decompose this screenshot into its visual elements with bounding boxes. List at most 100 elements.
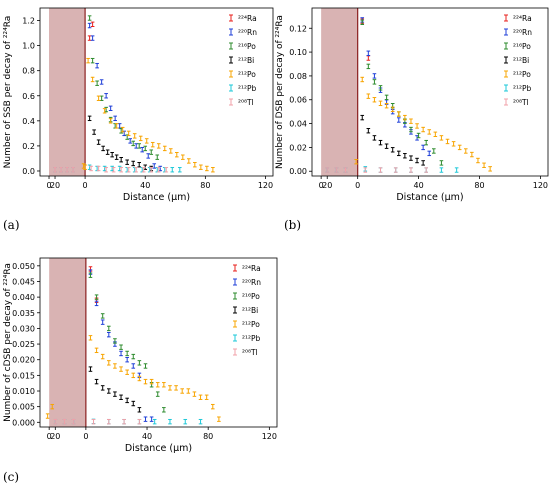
- data-point: [137, 407, 142, 413]
- data-point: [100, 319, 105, 325]
- data-point: [463, 148, 468, 154]
- legend-entry: ²⁰⁸Tl: [233, 348, 258, 357]
- data-point: [137, 418, 142, 425]
- legend-label: ²⁰⁸Tl: [513, 98, 529, 107]
- data-point: [83, 164, 87, 170]
- legend-label: ²¹⁶Po: [242, 292, 260, 301]
- data-point: [378, 139, 383, 146]
- x-axis-label: Distance (μm): [123, 192, 190, 203]
- legend-label: ²¹²Po: [238, 70, 256, 79]
- data-point: [99, 95, 104, 101]
- y-tick-label: 0.08: [289, 72, 307, 81]
- data-point: [94, 300, 99, 307]
- legend-entry: ²¹²Pb: [229, 84, 257, 93]
- data-point: [454, 167, 459, 173]
- data-point: [90, 76, 95, 83]
- data-point: [107, 388, 111, 394]
- series-6: [53, 418, 142, 425]
- data-point: [137, 143, 142, 149]
- data-point: [125, 159, 129, 165]
- data-point: [137, 360, 142, 366]
- data-point: [113, 338, 117, 344]
- data-point: [149, 378, 154, 385]
- x-tick-label: 40: [142, 432, 152, 441]
- legend-entry: ²²⁰Rn: [504, 28, 532, 37]
- legend-label: ²¹⁶Po: [513, 42, 531, 51]
- data-point: [390, 147, 395, 153]
- data-point: [421, 126, 425, 133]
- series-4: [354, 76, 492, 172]
- series-3: [88, 366, 142, 413]
- legend-entry: ²¹²Bi: [233, 306, 258, 315]
- data-point: [162, 145, 167, 152]
- x-tick-label: 40: [140, 181, 150, 190]
- data-point: [107, 331, 111, 338]
- series-2: [360, 19, 444, 166]
- data-point: [199, 164, 203, 170]
- x-tick-label: 120: [262, 432, 277, 441]
- data-point: [427, 150, 432, 157]
- data-point: [140, 146, 145, 153]
- x-tick-label: 0: [46, 181, 51, 190]
- legend-entry: ²⁰⁸Tl: [504, 98, 529, 107]
- shaded-region: [49, 258, 86, 427]
- legend-entry: ²¹²Pb: [233, 334, 261, 343]
- data-point: [354, 159, 358, 165]
- series-1: [88, 269, 154, 422]
- x-tick-label: 20: [50, 432, 60, 441]
- data-point: [155, 391, 160, 397]
- legend-label: ²¹²Bi: [242, 306, 258, 315]
- data-point: [92, 129, 96, 135]
- y-tick-label: 1.0: [22, 42, 35, 51]
- series-4: [45, 335, 221, 422]
- legend-entry: ²¹²Po: [504, 70, 531, 79]
- shaded-region: [49, 8, 86, 176]
- x-axis-label: Distance (μm): [125, 443, 192, 454]
- data-point: [439, 135, 444, 141]
- data-point: [86, 57, 90, 64]
- data-point: [170, 167, 175, 173]
- data-point: [416, 132, 421, 139]
- data-point: [107, 418, 111, 425]
- data-point: [482, 162, 486, 168]
- data-point: [156, 167, 161, 173]
- y-tick-label: 0.0: [22, 167, 35, 176]
- data-point: [143, 416, 148, 422]
- x-axis-label: Distance (μm): [396, 192, 463, 203]
- data-point: [62, 418, 67, 425]
- legend-label: ²²⁴Ra: [238, 14, 257, 23]
- legend-label: ²⁰⁸Tl: [238, 98, 254, 107]
- data-point: [131, 140, 135, 147]
- legend-label: ²⁰⁸Tl: [242, 348, 258, 357]
- data-point: [119, 350, 123, 357]
- data-point: [403, 114, 407, 121]
- x-tick-label: 120: [258, 181, 273, 190]
- data-point: [152, 163, 157, 169]
- y-axis-label: Number of cDSB per decay of ²²⁴Ra: [3, 263, 13, 422]
- data-point: [50, 403, 55, 410]
- data-point: [366, 55, 371, 61]
- data-point: [90, 21, 95, 27]
- data-point: [409, 167, 413, 173]
- data-point: [114, 154, 119, 160]
- data-point: [88, 335, 93, 341]
- data-point: [114, 123, 119, 129]
- x-tick-label: 120: [533, 181, 548, 190]
- data-point: [138, 135, 143, 142]
- legend-entry: ²²⁴Ra: [504, 14, 532, 23]
- data-point: [87, 22, 92, 29]
- data-point: [96, 139, 101, 145]
- data-point: [126, 130, 131, 137]
- chart-panel-2: 0.000 0.005 0.010 0.015 0.020 0.025 0.030 0.035…: [3, 257, 278, 454]
- data-point: [119, 157, 123, 163]
- y-tick-label: 0.06: [289, 96, 307, 105]
- data-point: [205, 165, 209, 172]
- x-tick-label: 0: [83, 181, 88, 190]
- data-point: [105, 149, 110, 155]
- y-tick-label: 0.005: [12, 403, 35, 412]
- y-axis-label: Number of SSB per decay of ²²⁴Ra: [3, 16, 13, 169]
- data-point: [187, 158, 191, 164]
- data-point: [119, 366, 123, 372]
- legend-label: ²¹²Pb: [242, 334, 261, 343]
